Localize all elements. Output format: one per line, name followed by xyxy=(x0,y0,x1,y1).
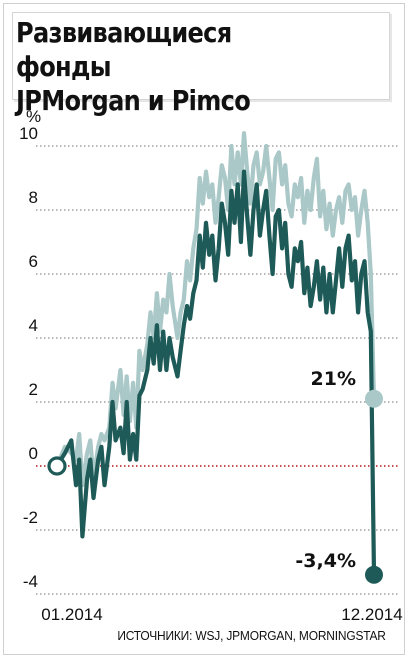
x-tick-label: 01.2014 xyxy=(41,605,102,624)
series-line-jpmorgan xyxy=(54,169,377,577)
y-axis-label: % xyxy=(26,107,41,126)
y-tick-label: 10 xyxy=(19,124,38,143)
y-tick-label: 0 xyxy=(29,444,38,463)
chart-frame xyxy=(3,3,405,655)
source-note: ИСТОЧНИКИ: WSJ, JPMORGAN, MORNINGSTAR xyxy=(117,628,387,643)
annotation-layer: 21% -3,4% xyxy=(295,368,356,572)
annotation-pimco: 21% xyxy=(311,368,356,390)
chart-title: Развивающиеся фонды JPMorgan и Pimco xyxy=(16,16,251,117)
y-tick-label: -2 xyxy=(23,508,38,527)
y-axis-ticks: 10 8 6 4 2 0 -2 -4 xyxy=(19,124,38,591)
y-tick-label: 4 xyxy=(29,316,38,335)
series-line-pimco xyxy=(54,131,377,488)
series-layer xyxy=(54,131,377,577)
y-tick-label: 2 xyxy=(29,380,38,399)
end-marker-pimco xyxy=(365,389,383,408)
y-tick-label: 6 xyxy=(29,252,38,271)
title-box xyxy=(12,12,390,100)
y-tick-label: -4 xyxy=(23,572,38,591)
marker-layer xyxy=(47,389,383,584)
end-marker-jpmorgan xyxy=(365,565,383,584)
y-tick-label: 8 xyxy=(29,188,38,207)
x-axis-ticks: 01.2014 12.2014 xyxy=(41,605,402,624)
annotation-jpmorgan: -3,4% xyxy=(295,550,356,572)
start-marker xyxy=(47,456,67,476)
x-tick-label: 12.2014 xyxy=(341,605,402,624)
